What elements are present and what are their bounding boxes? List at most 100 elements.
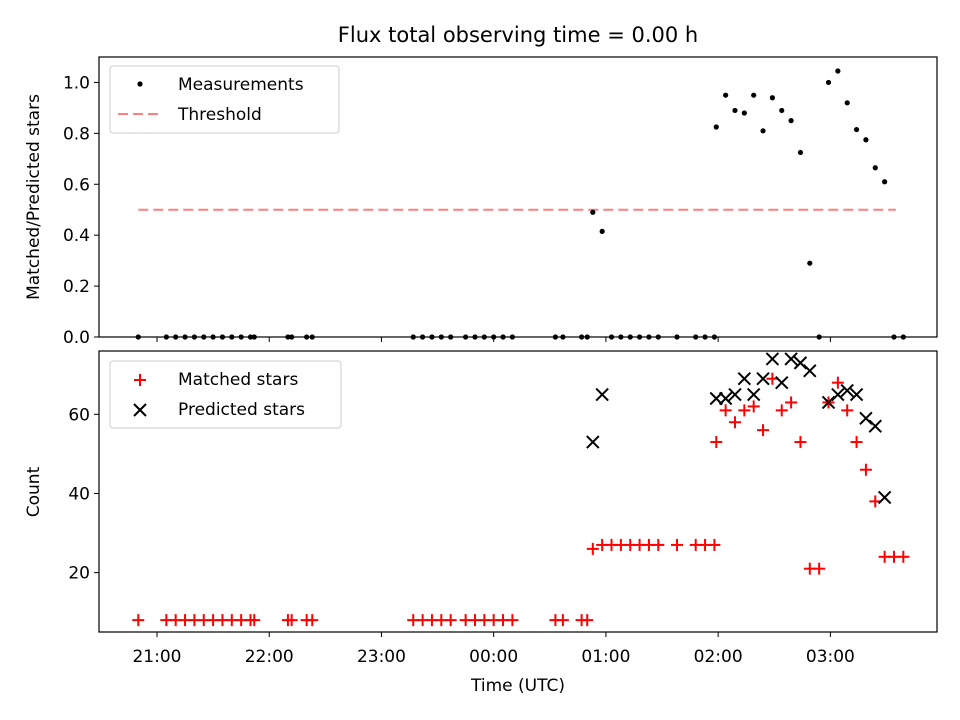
measurement-point — [769, 95, 775, 101]
x-tick-label: 01:00 — [581, 647, 630, 667]
measurement-point — [500, 334, 506, 340]
top-y-tick-label: 0.0 — [63, 328, 90, 348]
bottom-y-tick-label: 20 — [68, 564, 90, 584]
predicted-stars-point — [877, 490, 892, 505]
measurement-point — [760, 128, 766, 134]
matched-stars-point — [831, 376, 844, 389]
matched-stars-point — [710, 436, 723, 449]
measurement-point — [289, 334, 295, 340]
measurement-point — [816, 334, 822, 340]
bottom-y-tick-label: 40 — [68, 484, 90, 504]
measurement-point — [578, 334, 585, 340]
matched-stars-series — [132, 372, 910, 627]
measurement-point — [210, 334, 216, 340]
measurement-point — [509, 334, 515, 340]
measurement-point — [608, 334, 615, 340]
measurement-point — [732, 107, 738, 114]
measurement-point — [618, 334, 624, 340]
predicted-stars-point — [756, 371, 770, 386]
measurement-point — [410, 334, 416, 340]
measurement-point — [807, 260, 813, 266]
measurement-point — [182, 334, 188, 340]
top-y-axis-label: Matched/Predicted stars — [24, 94, 44, 300]
predicted-stars-point — [868, 419, 882, 433]
measurement-point — [438, 334, 444, 340]
measurement-point — [448, 334, 454, 340]
bottom-panel: 20 40 60 21:00 22:00 23:00 00:00 01:00 02:00 03:… — [24, 350, 938, 696]
legend-measurements-marker — [137, 81, 143, 87]
predicted-stars-point — [586, 435, 600, 449]
measurement-point — [741, 110, 747, 116]
measurement-point — [825, 79, 832, 86]
x-tick-label: 21:00 — [132, 647, 181, 667]
measurement-point — [779, 107, 785, 114]
measurements-series — [135, 68, 906, 340]
measurement-point — [844, 100, 850, 106]
predicted-stars-point — [737, 371, 752, 386]
matched-stars-point — [775, 404, 788, 417]
matched-stars-point — [285, 614, 298, 627]
measurement-point — [751, 92, 757, 98]
measurement-point — [835, 68, 841, 74]
predicted-stars-point — [821, 395, 836, 410]
measurement-point — [429, 334, 435, 340]
matched-stars-point — [850, 436, 863, 449]
predicted-stars-point — [718, 391, 733, 406]
measurement-point — [238, 334, 244, 340]
predicted-stars-point — [746, 387, 761, 402]
measurement-point — [229, 334, 235, 340]
matched-stars-point — [747, 400, 760, 413]
x-tick-label: 23:00 — [357, 647, 406, 667]
measurement-point — [247, 334, 254, 340]
matched-stars-point — [728, 416, 741, 429]
measurement-point — [590, 209, 596, 215]
measurement-point — [251, 334, 257, 340]
matched-stars-point — [859, 463, 872, 476]
legend-matched-label: Matched stars — [178, 370, 298, 390]
matched-stars-point — [785, 396, 798, 409]
measurement-point — [636, 334, 643, 340]
matched-stars-point — [444, 614, 457, 627]
predicted-stars-point — [765, 352, 780, 366]
measurement-point — [863, 137, 869, 143]
top-y-tick-label: 0.6 — [63, 175, 90, 195]
top-legend-box — [109, 65, 340, 134]
matched-stars-point — [132, 614, 145, 627]
measurement-point — [491, 334, 497, 340]
matched-stars-point — [248, 614, 261, 627]
measurement-point — [481, 334, 487, 340]
matched-stars-point — [897, 550, 910, 563]
matched-stars-point — [586, 542, 599, 555]
measurement-point — [655, 334, 661, 340]
x-tick-label: 22:00 — [245, 647, 294, 667]
measurement-point — [872, 165, 878, 171]
measurement-point — [463, 334, 469, 340]
measurement-point — [599, 228, 605, 234]
measurement-point — [646, 334, 652, 340]
predicted-stars-point — [784, 352, 798, 366]
measurement-point — [882, 179, 888, 185]
measurement-point — [627, 334, 633, 340]
bottom-x-axis: 21:00 22:00 23:00 00:00 01:00 02:00 03:00 — [132, 632, 855, 667]
predicted-stars-point — [831, 387, 845, 402]
measurement-point — [304, 334, 310, 340]
measurement-point — [693, 334, 699, 340]
predicted-stars-point — [840, 383, 854, 398]
top-y-tick-label: 1.0 — [63, 73, 90, 93]
measurement-point — [219, 334, 226, 340]
matched-stars-point — [757, 424, 770, 437]
measurement-point — [420, 334, 426, 340]
measurement-point — [173, 334, 179, 340]
measurement-point — [723, 92, 729, 98]
x-tick-label: 03:00 — [806, 647, 855, 667]
measurement-point — [191, 334, 197, 340]
bottom-y-tick-label: 60 — [68, 405, 90, 425]
matched-stars-point — [813, 562, 826, 575]
predicted-stars-point — [728, 387, 742, 402]
bottom-legend-box — [109, 360, 342, 429]
measurement-point — [309, 334, 315, 340]
legend-threshold-label: Threshold — [177, 105, 262, 125]
predicted-stars-point — [803, 364, 817, 378]
top-y-axis: 0.0 0.2 0.4 0.6 0.8 1.0 — [63, 73, 99, 348]
top-legend: Measurements Threshold — [109, 65, 340, 134]
